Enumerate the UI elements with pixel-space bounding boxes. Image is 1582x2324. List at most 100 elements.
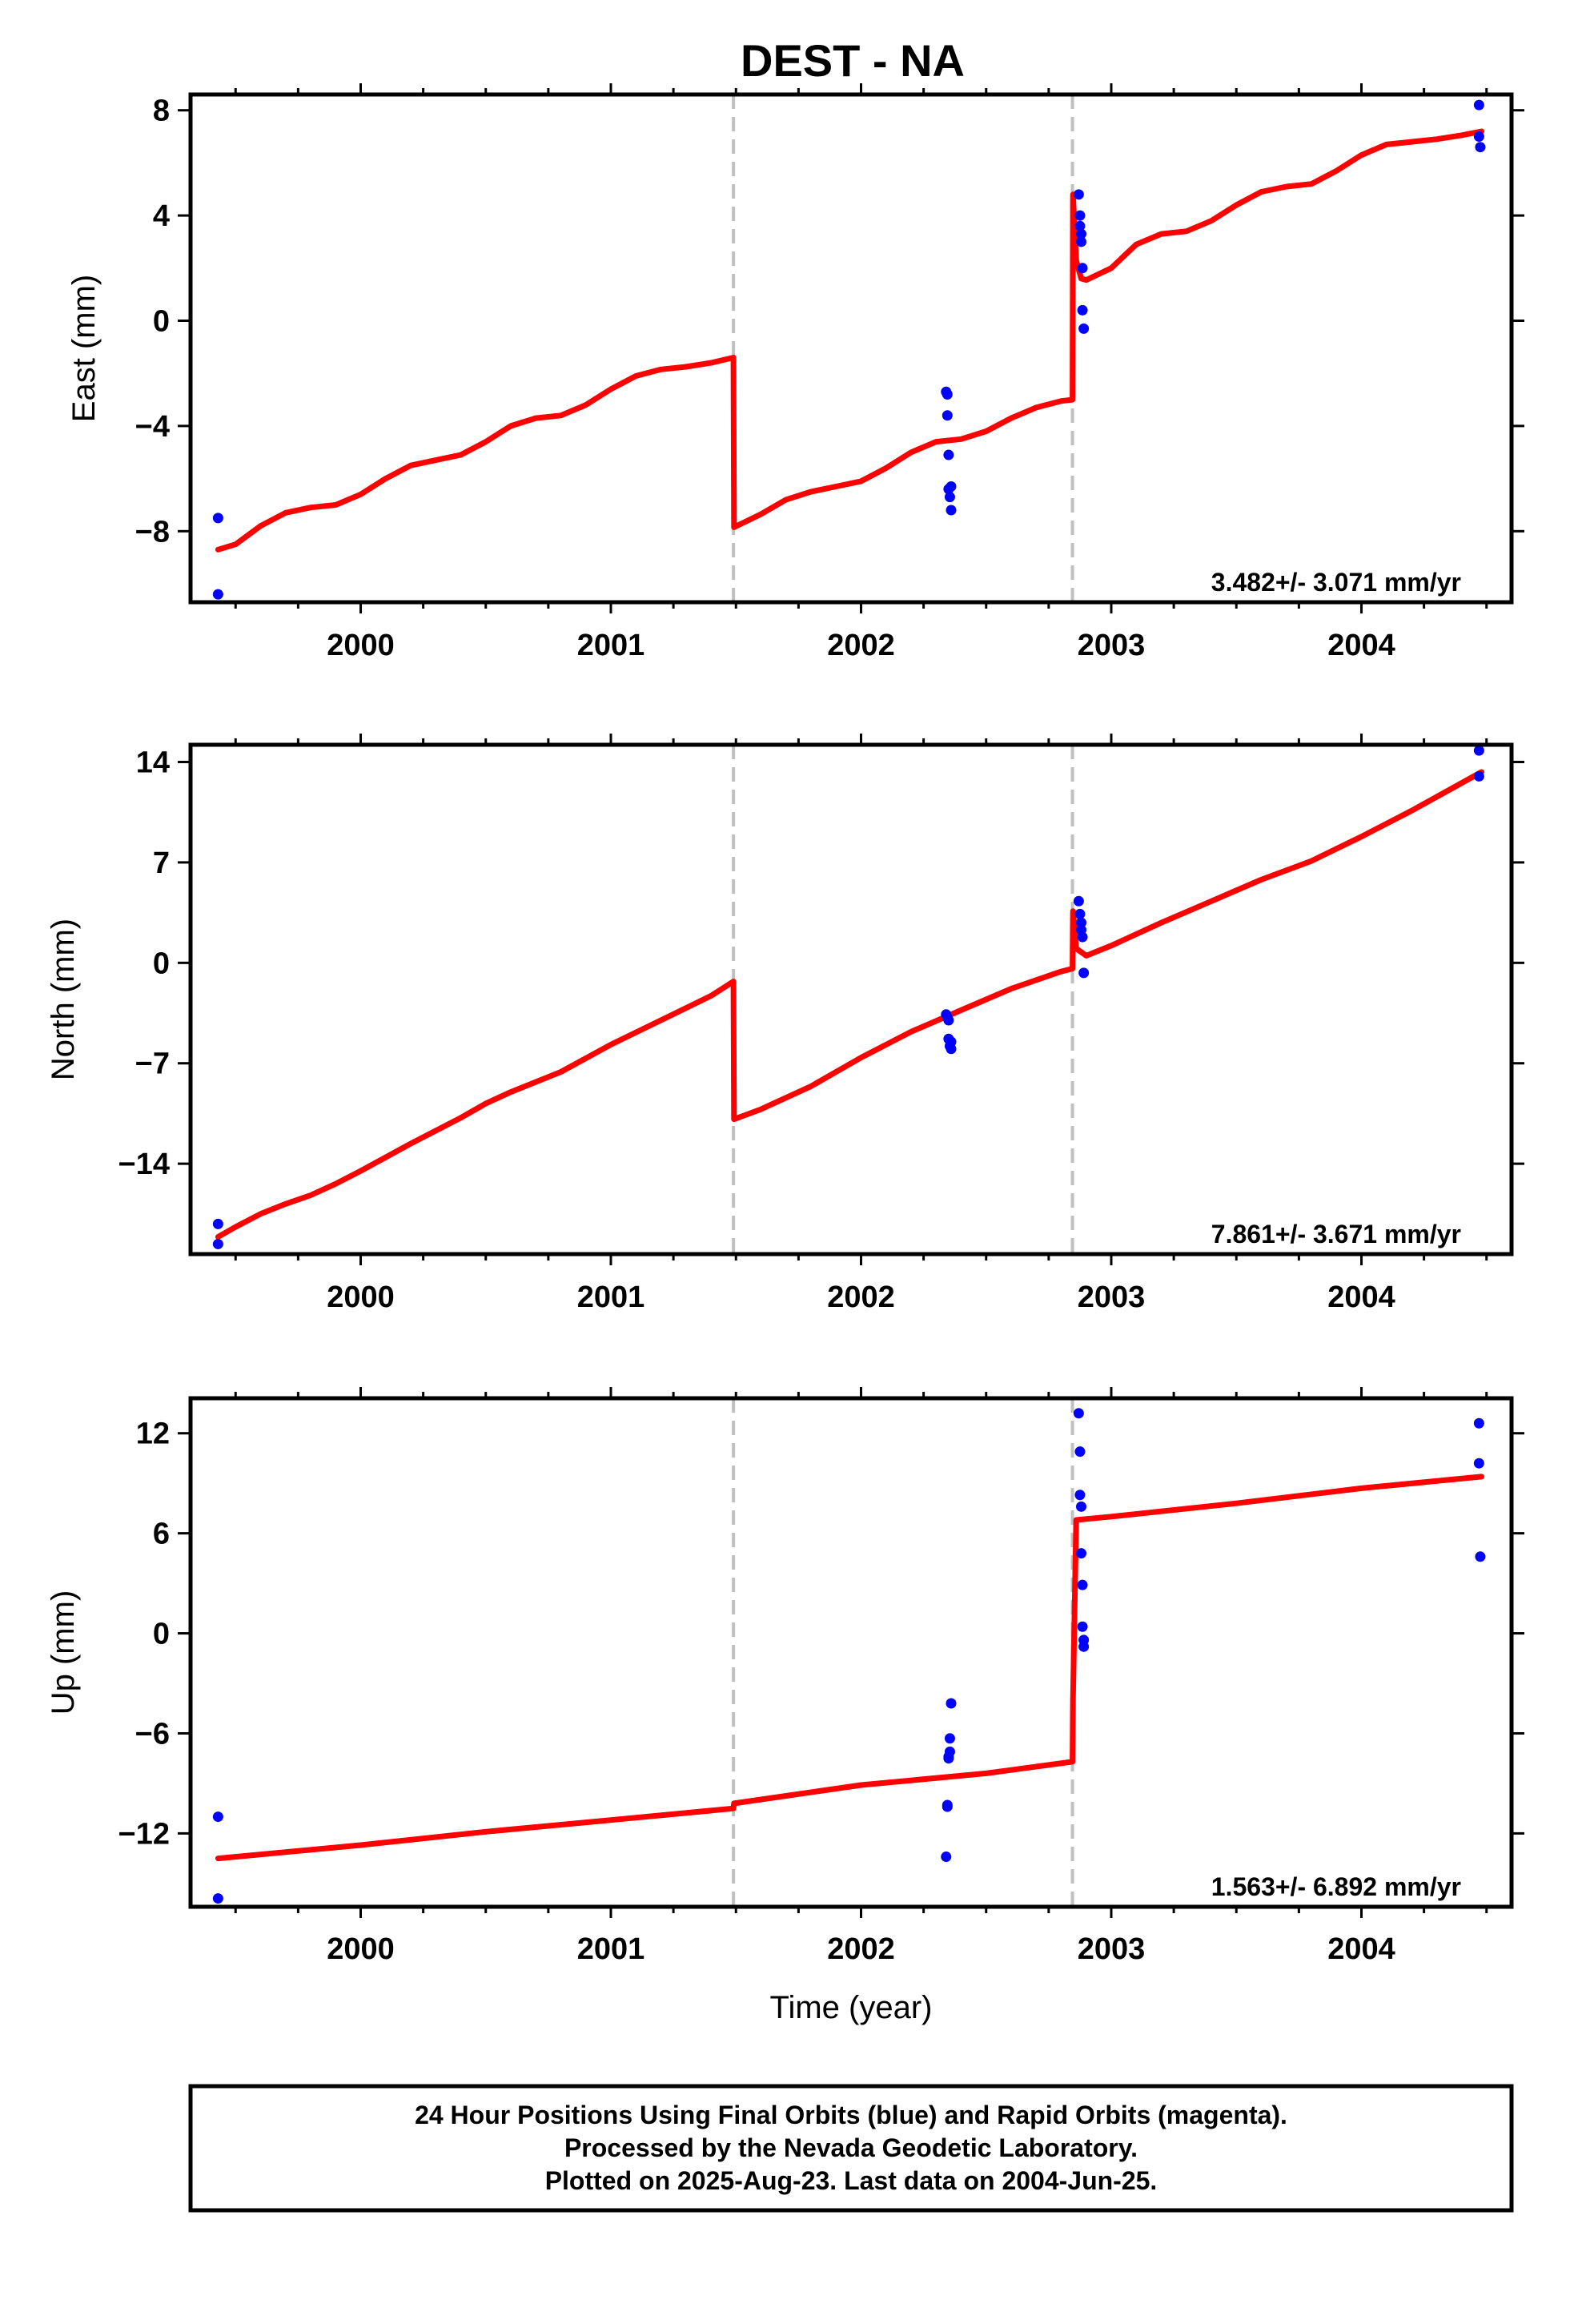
data-point <box>1076 236 1086 247</box>
data-point <box>946 1698 957 1709</box>
footer-line-2: Processed by the Nevada Geodetic Laborat… <box>564 2133 1138 2162</box>
x-tick-label: 2000 <box>327 629 395 662</box>
data-point <box>946 1043 957 1055</box>
data-point <box>1475 1551 1486 1562</box>
data-point <box>1473 770 1484 782</box>
x-tick-label: 2003 <box>1078 1281 1146 1314</box>
x-tick-label: 2003 <box>1078 1932 1146 1966</box>
north-panel: 2000 2001 2002 2003 2004 14 7 0 −7 −14 North (mm) 7… <box>46 734 1524 1314</box>
x-tick-label: 2001 <box>577 1281 645 1314</box>
x-tick-label: 2000 <box>327 1932 395 1966</box>
data-point <box>1077 931 1088 943</box>
data-point <box>1076 1548 1086 1559</box>
y-tick-label: 14 <box>136 746 170 779</box>
footer-frame <box>188 2084 1514 2213</box>
data-point <box>942 1799 953 1811</box>
y-axis-label: East (mm) <box>66 275 102 422</box>
y-axis-label: Up (mm) <box>46 1590 81 1715</box>
data-point <box>942 388 953 400</box>
x-tick-label: 2000 <box>327 1281 395 1314</box>
x-tick-label: 2001 <box>577 1932 645 1966</box>
data-point <box>946 505 957 516</box>
x-tick-label: 2004 <box>1327 1281 1395 1314</box>
data-point <box>1074 908 1086 919</box>
y-tick-label: 4 <box>153 199 170 233</box>
data-point <box>212 1218 223 1229</box>
data-point <box>212 1238 223 1249</box>
data-point <box>212 1893 223 1904</box>
data-point <box>1473 745 1484 756</box>
data-point <box>1073 189 1084 200</box>
y-tick-label: 8 <box>153 94 170 128</box>
plot-frame <box>188 742 1514 1256</box>
x-tick-label: 2001 <box>577 629 645 662</box>
model-line <box>215 128 1484 553</box>
data-point <box>1078 967 1090 979</box>
data-point <box>1077 304 1088 316</box>
x-axis-label: Time (year) <box>770 1990 933 2025</box>
data-point <box>1074 210 1086 221</box>
data-point <box>1073 895 1084 907</box>
data-point <box>212 1811 223 1823</box>
x-tick-label: 2004 <box>1327 1932 1395 1966</box>
data-point <box>1077 1579 1088 1590</box>
x-tick-label: 2004 <box>1327 629 1395 662</box>
y-tick-label: −4 <box>135 410 170 444</box>
model-line <box>215 769 1484 1240</box>
data-point <box>1076 917 1086 928</box>
footer-line-3: Plotted on 2025-Aug-23. Last data on 200… <box>545 2166 1158 2195</box>
chart-title: DEST - NA <box>741 35 965 86</box>
y-tick-label: −7 <box>135 1047 170 1081</box>
plot-frame <box>188 1396 1514 1909</box>
data-point <box>946 1036 957 1047</box>
data-point <box>1073 1408 1084 1419</box>
rate-label: 3.482+/- 3.071 mm/yr <box>1211 568 1461 597</box>
data-point <box>1473 1458 1484 1469</box>
y-tick-label: 12 <box>136 1417 170 1451</box>
data-point <box>1077 1621 1088 1632</box>
data-point <box>944 1733 955 1744</box>
data-point <box>212 589 223 600</box>
x-tick-label: 2002 <box>827 1932 895 1966</box>
data-point <box>1074 1490 1086 1501</box>
data-point <box>944 492 955 503</box>
y-tick-label: −6 <box>135 1717 170 1751</box>
data-point <box>942 410 953 421</box>
data-point <box>944 1746 955 1757</box>
model-line <box>215 1474 1484 1862</box>
x-tick-label: 2002 <box>827 1281 895 1314</box>
data-point <box>943 1015 954 1026</box>
y-axis-label: North (mm) <box>46 919 81 1080</box>
plot-frame <box>188 92 1514 605</box>
data-point <box>1076 1501 1086 1512</box>
y-tick-label: 7 <box>153 846 170 880</box>
y-tick-label: 0 <box>153 305 170 339</box>
data-point <box>1078 323 1090 334</box>
data-point <box>1078 1641 1090 1652</box>
data-point <box>212 513 223 524</box>
east-panel: 2000 2001 2002 2003 2004 8 4 0 −4 −8 East (mm) 3.48… <box>66 83 1524 662</box>
y-tick-label: −8 <box>135 515 170 549</box>
x-tick-label: 2002 <box>827 629 895 662</box>
footer-box: 24 Hour Positions Using Final Orbits (bl… <box>188 2084 1514 2213</box>
data-point <box>946 480 957 492</box>
data-point <box>943 449 954 460</box>
footer-line-1: 24 Hour Positions Using Final Orbits (bl… <box>415 2101 1287 2129</box>
y-tick-label: 0 <box>153 1618 170 1651</box>
rate-label: 1.563+/- 6.892 mm/yr <box>1211 1872 1461 1901</box>
data-point <box>1475 142 1486 153</box>
data-point <box>1074 220 1086 231</box>
data-point <box>1076 228 1086 239</box>
data-point <box>941 1852 952 1863</box>
data-point <box>1473 99 1484 111</box>
y-tick-label: −14 <box>118 1148 170 1181</box>
y-tick-label: 0 <box>153 947 170 980</box>
data-point <box>1077 263 1088 274</box>
y-tick-label: −12 <box>118 1817 170 1851</box>
rate-label: 7.861+/- 3.671 mm/yr <box>1211 1220 1461 1248</box>
data-point <box>1074 1446 1086 1458</box>
data-point <box>1473 1417 1484 1429</box>
y-tick-label: 6 <box>153 1518 170 1551</box>
up-panel: 2000 2001 2002 2003 2004 12 6 0 −6 −12 Up (mm) 1.56… <box>46 1387 1524 2025</box>
